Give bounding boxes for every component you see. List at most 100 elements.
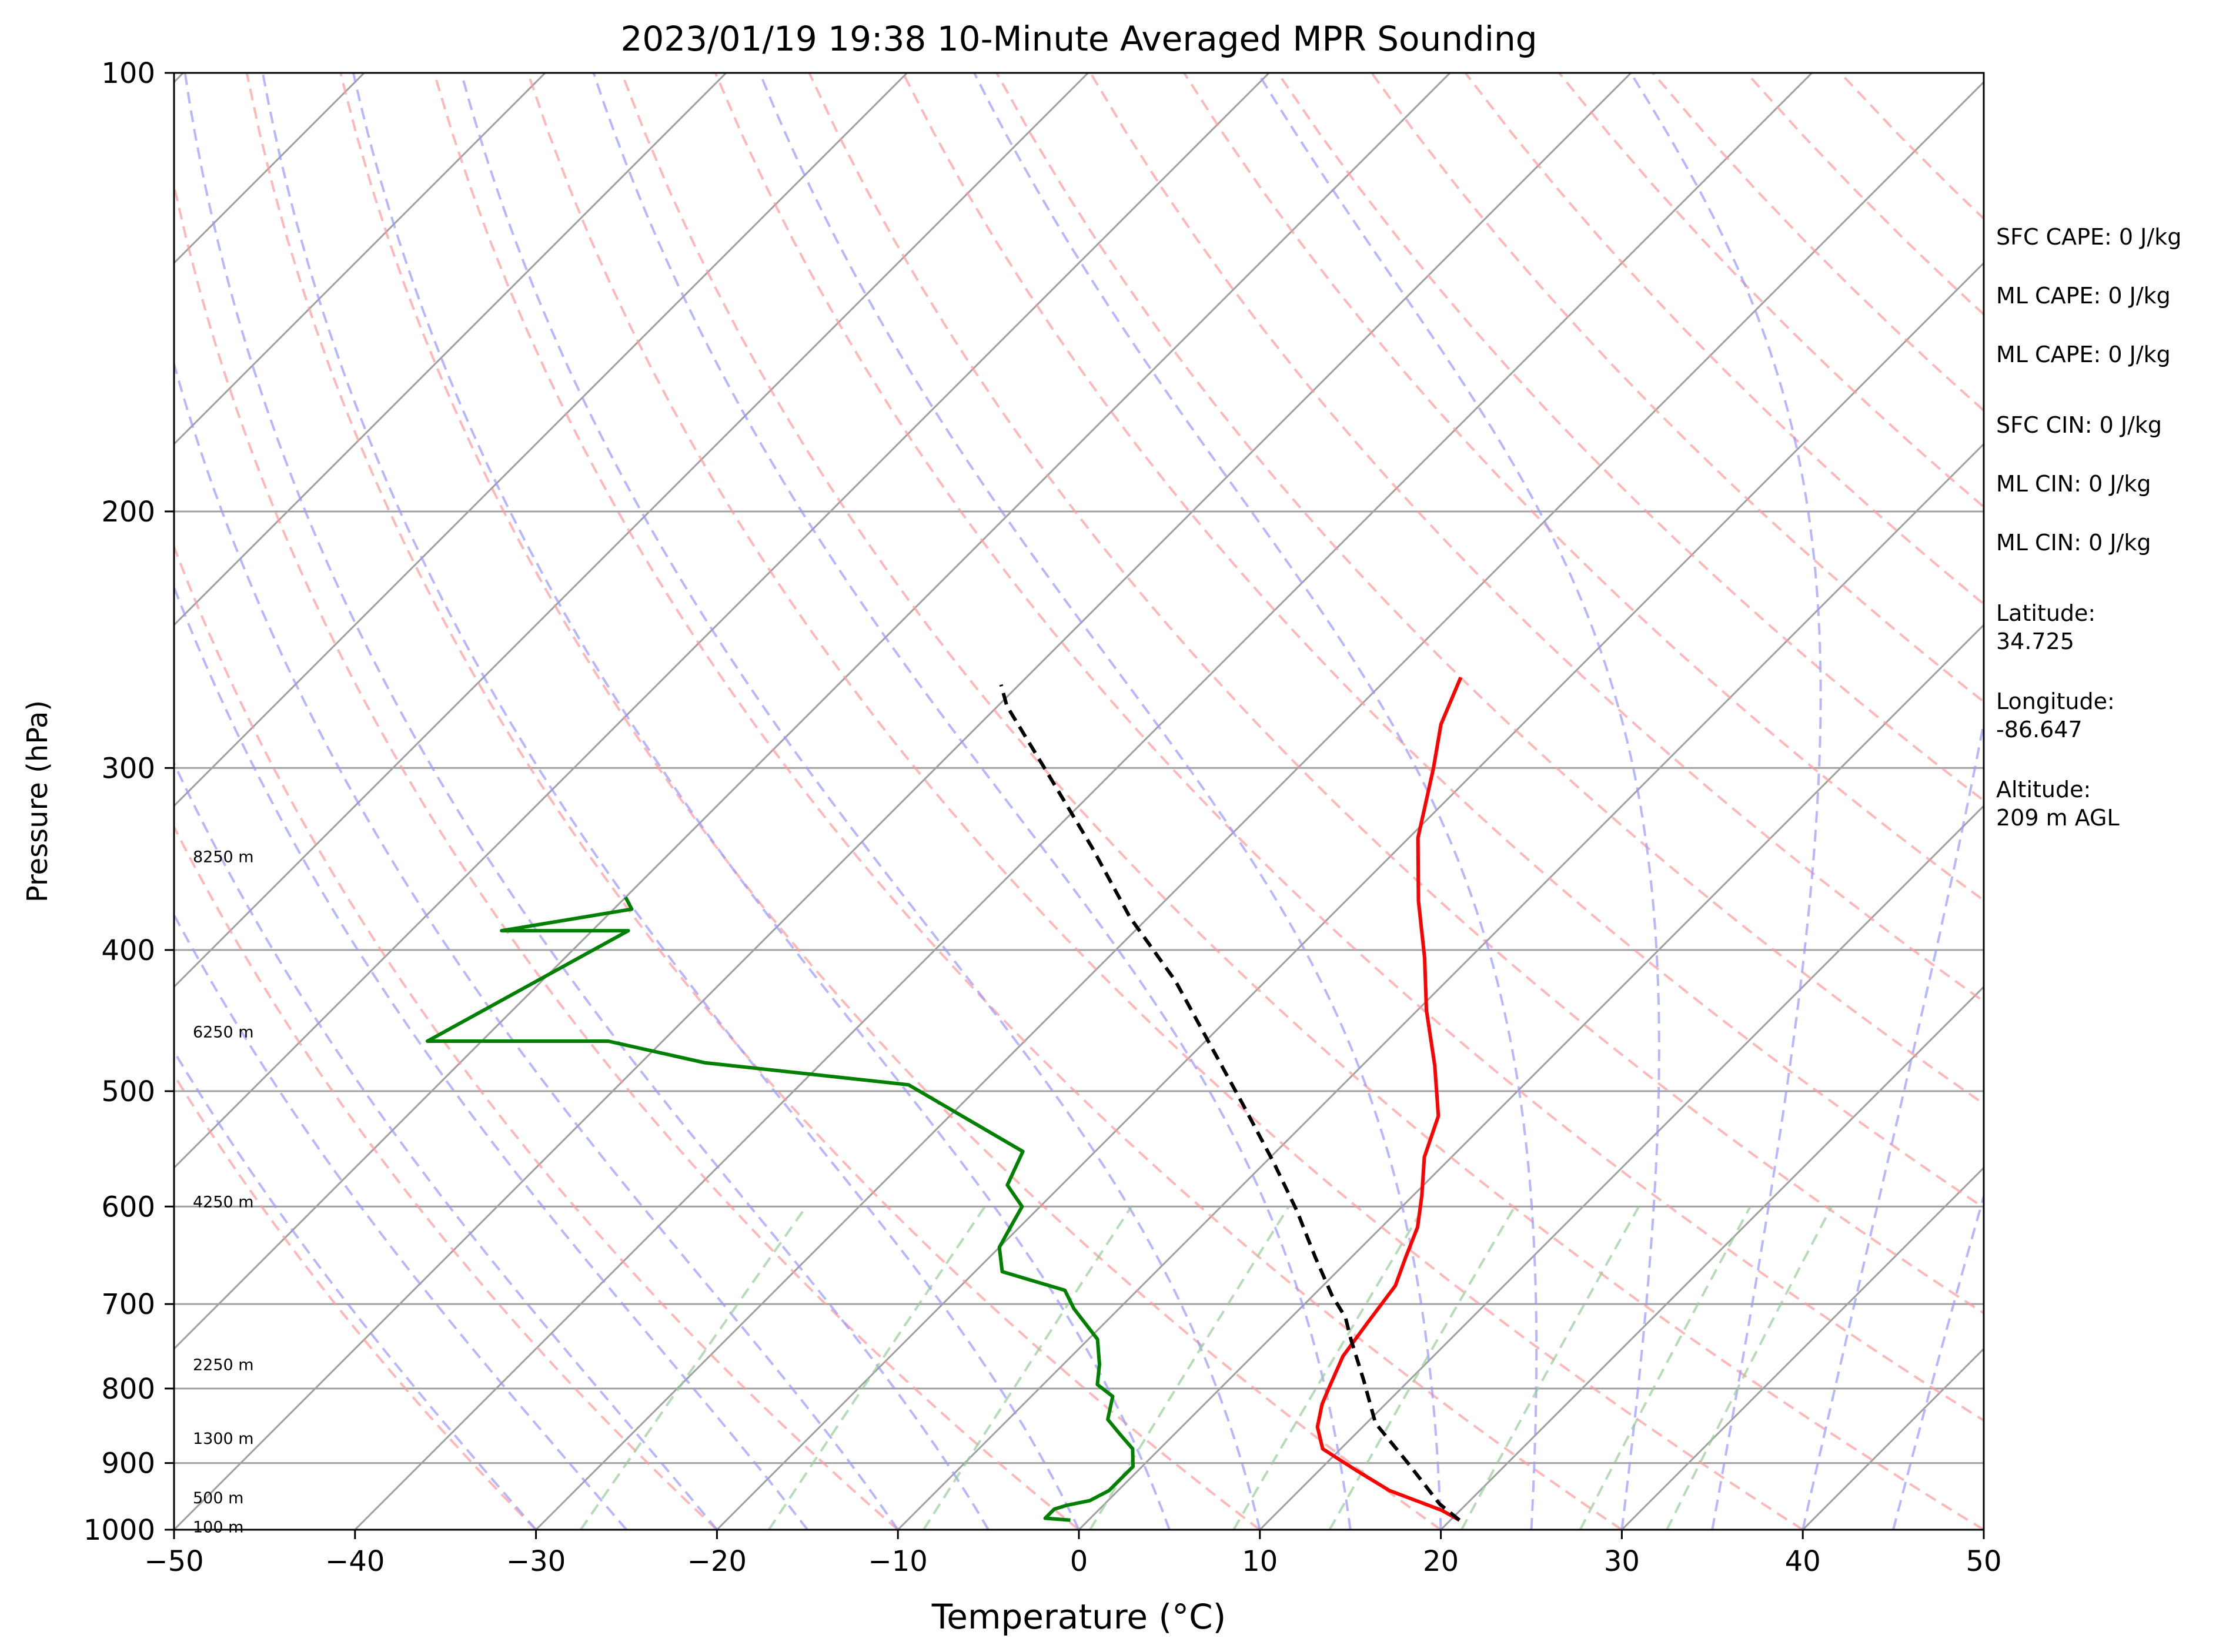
dry-adiabat [174, 543, 899, 1530]
x-tick-label: −50 [144, 1545, 203, 1578]
dry-adiabat [995, 73, 1984, 1106]
isotherm-line [716, 262, 1984, 1530]
y-tick-label: 600 [101, 1190, 155, 1223]
moist-adiabat [174, 912, 628, 1530]
dry-adiabat [1276, 73, 1984, 802]
moist-adiabat [460, 73, 1261, 1530]
isotherm-line [174, 73, 1632, 1530]
mixing-ratio-line [1328, 1206, 1516, 1530]
y-tick-label: 100 [101, 57, 155, 90]
x-tick-label: 10 [1242, 1545, 1278, 1578]
mixing-ratio-line [1579, 1206, 1752, 1530]
x-tick-label: 20 [1423, 1545, 1459, 1578]
y-axis-label: Pressure (hPa) [21, 700, 54, 902]
mixing-ratio-line [923, 1206, 1133, 1530]
isotherm-line [1621, 1166, 1984, 1530]
dry-adiabat [1089, 73, 1984, 1003]
height-label: 100 m [193, 1519, 243, 1537]
y-tick-label: 300 [101, 752, 155, 785]
dewpoint-profile [425, 896, 1135, 1522]
chart-title: 2023/01/19 19:38 10-Minute Averaged MPR … [620, 19, 1537, 59]
mixing-ratio-line [1460, 1206, 1640, 1530]
y-tick-label: 200 [101, 496, 155, 529]
dry-adiabat [339, 73, 1442, 1530]
info-value: 34.725 [1996, 628, 2074, 654]
moist-adiabat [352, 73, 1171, 1530]
isotherm-line [174, 73, 727, 627]
moist-adiabat [183, 73, 990, 1530]
info-line: ML CAPE: 0 J/kg [1996, 342, 2171, 367]
sounding-series [425, 677, 1463, 1522]
isotherm-line [174, 73, 908, 807]
x-tick-label: 50 [1966, 1545, 2001, 1578]
moist-adiabat [174, 760, 718, 1530]
info-panel: SFC CAPE: 0 J/kg ML CAPE: 0 J/kg ML CAPE: … [1996, 224, 2181, 831]
x-tick-label: 30 [1604, 1545, 1640, 1578]
moist-adiabat [1629, 73, 1822, 1530]
info-line: ML CAPE: 0 J/kg [1996, 283, 2171, 309]
x-tick-label: 0 [1070, 1545, 1088, 1578]
info-line: Latitude: [1996, 600, 2095, 626]
y-tick-label: 1000 [83, 1514, 155, 1547]
dry-adiabat [174, 824, 718, 1530]
info-value: -86.647 [1996, 717, 2083, 743]
moist-adiabat [592, 73, 1352, 1530]
isotherm-line [1078, 623, 1984, 1530]
dry-adiabat [714, 73, 1984, 1422]
moist-adiabat [973, 73, 1538, 1530]
mixing-ratio-line [768, 1206, 986, 1530]
dry-adiabat [808, 73, 1984, 1315]
isotherm-line [897, 443, 1984, 1530]
dry-adiabat [433, 73, 1623, 1530]
height-label: 6250 m [193, 1024, 254, 1042]
background-guides [174, 73, 1984, 1530]
isotherm-line [1440, 985, 1984, 1530]
height-label: 1300 m [193, 1430, 254, 1448]
info-line: ML CIN: 0 J/kg [1996, 471, 2151, 497]
isotherm-line [174, 73, 546, 446]
info-line: Longitude: [1996, 688, 2115, 714]
y-axis-ticks: 100 200 300 400 500 600 700 800 900 1000 [83, 57, 174, 1547]
info-line: Altitude: [1996, 777, 2091, 802]
y-tick-label: 900 [101, 1447, 155, 1480]
moist-adiabat [174, 360, 899, 1530]
dry-adiabat [620, 73, 1984, 1530]
dry-adiabat [245, 73, 1261, 1530]
y-tick-label: 500 [101, 1075, 155, 1108]
moist-adiabat [261, 73, 1080, 1530]
x-tick-label: −30 [506, 1545, 566, 1578]
temperature-profile [1315, 677, 1463, 1522]
x-tick-label: −20 [687, 1545, 747, 1578]
x-axis-label: Temperature (°C) [931, 1597, 1226, 1637]
y-tick-label: 400 [101, 934, 155, 967]
height-labels: 100 m 500 m 1300 m 2250 m 4250 m 6250 m 8250 m [193, 848, 254, 1537]
y-tick-label: 700 [101, 1288, 155, 1321]
dry-adiabat [527, 73, 1804, 1530]
parcel-profile [999, 684, 1461, 1522]
isotherm-line [354, 73, 1813, 1530]
info-line: SFC CAPE: 0 J/kg [1996, 224, 2181, 250]
x-tick-label: −40 [325, 1545, 385, 1578]
mixing-ratio-line [579, 1206, 807, 1530]
isotherm-line [174, 73, 1451, 1350]
isotherm-line [174, 73, 1089, 988]
height-label: 8250 m [193, 848, 254, 867]
height-label: 2250 m [193, 1356, 254, 1375]
dry-adiabat [174, 1072, 537, 1530]
moist-adiabat [174, 1049, 537, 1530]
dry-adiabat [1371, 73, 1984, 704]
x-tick-label: 40 [1785, 1545, 1821, 1578]
info-value: 209 m AGL [1996, 805, 2120, 831]
x-axis-ticks: −50 −40 −30 −20 −10 0 10 20 30 40 50 [144, 1530, 2002, 1578]
isotherm-line [1259, 804, 1984, 1530]
y-tick-label: 800 [101, 1373, 155, 1406]
info-line: SFC CIN: 0 J/kg [1996, 412, 2162, 438]
info-line: ML CIN: 0 J/kg [1996, 530, 2151, 556]
moist-adiabat [758, 73, 1442, 1530]
dry-adiabat [174, 179, 1080, 1530]
mixing-ratio-line [1666, 1206, 1833, 1530]
height-label: 4250 m [193, 1193, 254, 1211]
height-label: 500 m [193, 1489, 243, 1507]
isotherm-line [174, 73, 1270, 1169]
